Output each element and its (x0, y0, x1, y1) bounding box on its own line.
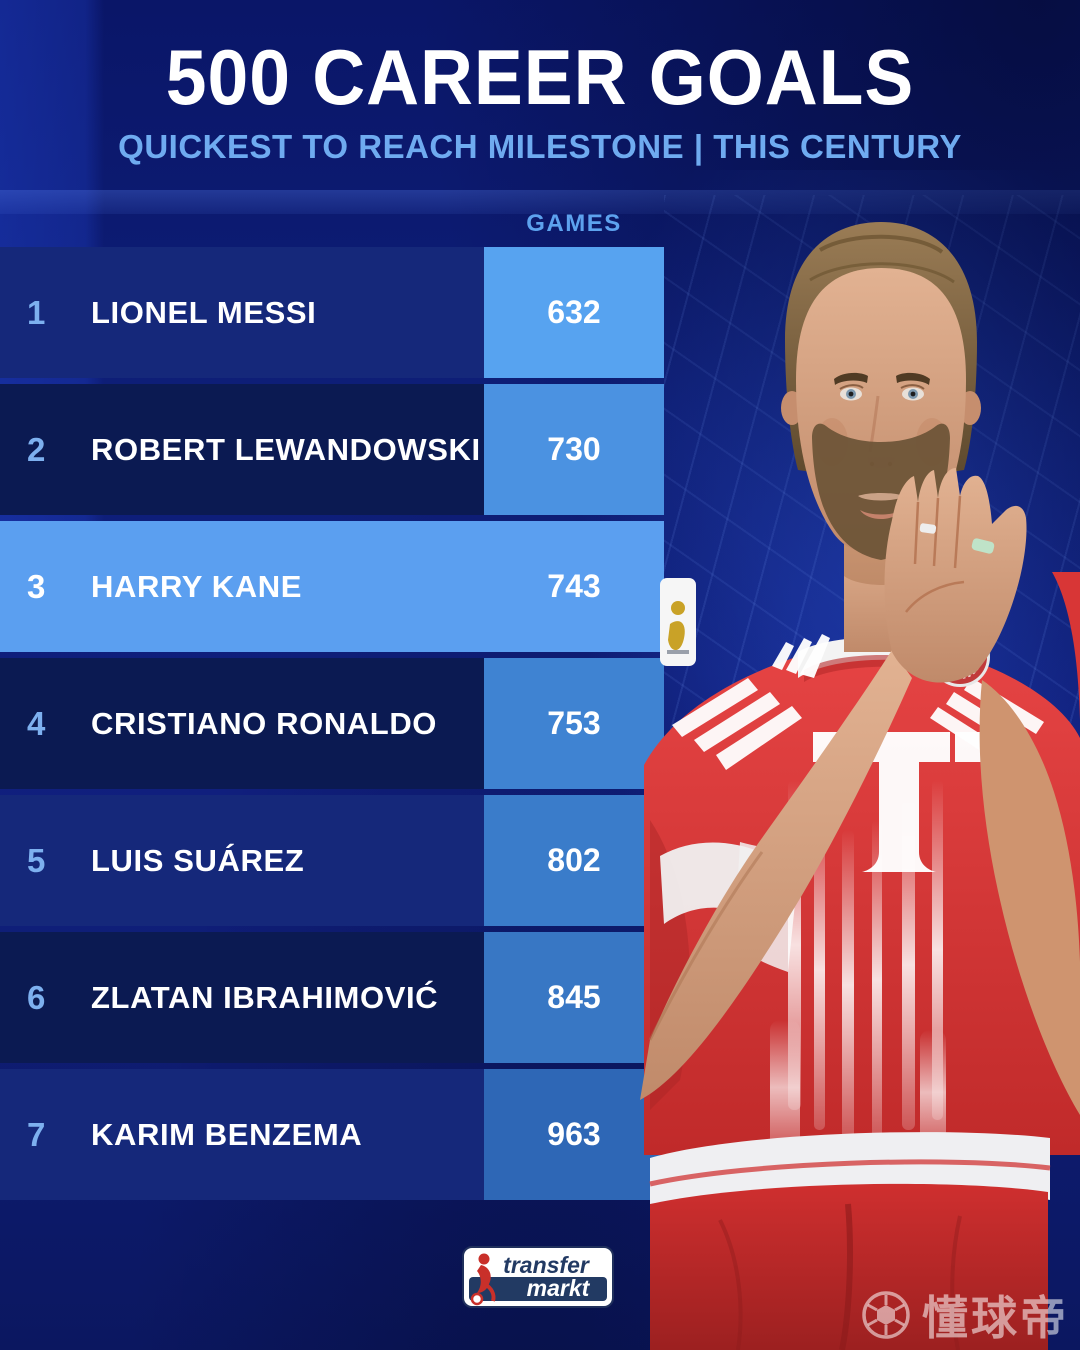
watermark: 懂球帝 (860, 1282, 1069, 1348)
table-row: 1 LIONEL MESSI 632 (0, 247, 664, 378)
table-row: 2 ROBERT LEWANDOWSKI 730 (0, 384, 664, 515)
player-name: ROBERT LEWANDOWSKI (91, 431, 481, 467)
table-row: 7 KARIM BENZEMA 963 (0, 1069, 664, 1200)
player-name: ZLATAN IBRAHIMOVIĆ (91, 979, 439, 1015)
table-row: 6 ZLATAN IBRAHIMOVIĆ 845 (0, 932, 664, 1063)
page-title: 500 CAREER GOALS (165, 33, 915, 121)
header: 500 CAREER GOALS QUICKEST TO REACH MILES… (0, 38, 1080, 166)
rank-number: 4 (27, 704, 46, 742)
player-name: HARRY KANE (91, 568, 302, 604)
rank-number: 2 (27, 430, 46, 468)
rank-number: 1 (27, 293, 46, 331)
bundesliga-patch (660, 578, 696, 666)
rank-number: 6 (27, 978, 46, 1016)
transfermarkt-logo: transfer markt (462, 1246, 614, 1308)
logo-text-markt: markt (527, 1275, 591, 1301)
rank-number: 7 (27, 1115, 46, 1153)
rank-number: 3 (27, 567, 46, 605)
player-name: KARIM BENZEMA (91, 1116, 363, 1152)
table-row: 5 LUIS SUÁREZ 802 (0, 795, 664, 926)
player-name: LIONEL MESSI (91, 294, 317, 330)
page-subtitle: QUICKEST TO REACH MILESTONE | THIS CENTU… (118, 128, 962, 165)
harry-kane-photo (640, 222, 1080, 1350)
football-icon (862, 1291, 910, 1339)
player-name: CRISTIANO RONALDO (91, 705, 438, 741)
table-row: 4 CRISTIANO RONALDO 753 (0, 658, 664, 789)
rank-number: 5 (27, 841, 46, 879)
player-name: LUIS SUÁREZ (91, 842, 305, 878)
watermark-text: 懂球帝 (922, 1291, 1069, 1345)
table-row: 3 HARRY KANE 743 (0, 521, 664, 652)
ranking-rows: 1 LIONEL MESSI 632 2 ROBERT LEWANDOWSKI 730 3 H… (0, 247, 664, 1206)
